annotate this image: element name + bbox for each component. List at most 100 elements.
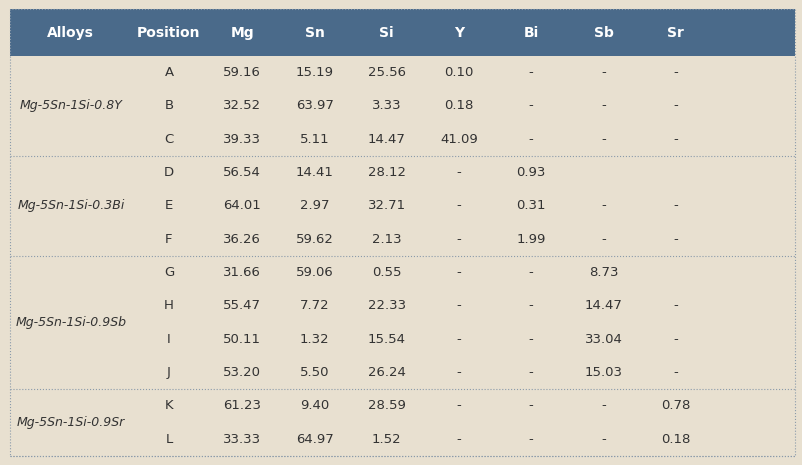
Text: -: - xyxy=(456,332,461,345)
Text: 0.18: 0.18 xyxy=(660,432,690,445)
Text: -: - xyxy=(672,299,677,312)
Text: 5.11: 5.11 xyxy=(299,133,329,146)
Text: 56.54: 56.54 xyxy=(223,166,261,179)
Text: -: - xyxy=(672,66,677,79)
Text: 0.78: 0.78 xyxy=(660,399,690,412)
Text: 31.66: 31.66 xyxy=(223,266,261,279)
Text: 2.97: 2.97 xyxy=(299,199,329,212)
Text: -: - xyxy=(529,366,533,379)
Text: -: - xyxy=(601,133,605,146)
Text: -: - xyxy=(456,399,461,412)
Text: Mg-5Sn-1Si-0.3Bi: Mg-5Sn-1Si-0.3Bi xyxy=(17,199,124,212)
Text: Y: Y xyxy=(453,26,464,40)
Text: 53.20: 53.20 xyxy=(223,366,261,379)
Text: C: C xyxy=(164,133,173,146)
Text: Mg: Mg xyxy=(230,26,254,40)
Text: 3.33: 3.33 xyxy=(371,100,401,112)
Text: -: - xyxy=(672,366,677,379)
Text: K: K xyxy=(164,399,173,412)
Text: Mg-5Sn-1Si-0.9Sb: Mg-5Sn-1Si-0.9Sb xyxy=(15,316,126,329)
Text: A: A xyxy=(164,66,173,79)
Text: -: - xyxy=(601,232,605,246)
Text: -: - xyxy=(529,299,533,312)
Text: -: - xyxy=(456,266,461,279)
Text: -: - xyxy=(456,432,461,445)
Text: -: - xyxy=(456,232,461,246)
Text: 26.24: 26.24 xyxy=(367,366,405,379)
Text: 15.19: 15.19 xyxy=(295,66,333,79)
Text: F: F xyxy=(165,232,172,246)
Text: -: - xyxy=(601,199,605,212)
Text: 61.23: 61.23 xyxy=(223,399,261,412)
Bar xyxy=(10,9,794,56)
Text: 2.13: 2.13 xyxy=(371,232,401,246)
Text: 0.55: 0.55 xyxy=(371,266,401,279)
Text: 14.41: 14.41 xyxy=(295,166,333,179)
Text: 0.10: 0.10 xyxy=(444,66,473,79)
Text: 1.99: 1.99 xyxy=(516,232,545,246)
Text: -: - xyxy=(529,399,533,412)
Text: 33.33: 33.33 xyxy=(223,432,261,445)
Text: 1.52: 1.52 xyxy=(371,432,401,445)
Text: 64.01: 64.01 xyxy=(223,199,261,212)
Text: Mg-5Sn-1Si-0.8Y: Mg-5Sn-1Si-0.8Y xyxy=(19,100,122,112)
Text: 9.40: 9.40 xyxy=(300,399,329,412)
Text: -: - xyxy=(672,199,677,212)
Text: 1.32: 1.32 xyxy=(299,332,329,345)
Text: 39.33: 39.33 xyxy=(223,133,261,146)
Text: 41.09: 41.09 xyxy=(439,133,477,146)
Text: 14.47: 14.47 xyxy=(367,133,405,146)
Text: -: - xyxy=(529,100,533,112)
Text: I: I xyxy=(167,332,171,345)
Text: Sr: Sr xyxy=(666,26,683,40)
Text: 64.97: 64.97 xyxy=(295,432,333,445)
Text: 14.47: 14.47 xyxy=(584,299,622,312)
Text: J: J xyxy=(167,366,171,379)
Text: 28.12: 28.12 xyxy=(367,166,405,179)
Text: L: L xyxy=(165,432,172,445)
Text: 5.50: 5.50 xyxy=(299,366,329,379)
Text: -: - xyxy=(601,100,605,112)
Text: 32.52: 32.52 xyxy=(223,100,261,112)
Text: 15.54: 15.54 xyxy=(367,332,405,345)
Text: 59.06: 59.06 xyxy=(295,266,333,279)
Text: -: - xyxy=(456,199,461,212)
Text: Sn: Sn xyxy=(304,26,324,40)
Text: 50.11: 50.11 xyxy=(223,332,261,345)
Text: 15.03: 15.03 xyxy=(584,366,622,379)
Bar xyxy=(10,56,794,456)
Text: -: - xyxy=(601,432,605,445)
Text: 32.71: 32.71 xyxy=(367,199,405,212)
Text: D: D xyxy=(164,166,174,179)
Text: -: - xyxy=(529,133,533,146)
Text: -: - xyxy=(672,232,677,246)
Text: -: - xyxy=(456,366,461,379)
Text: G: G xyxy=(164,266,174,279)
Text: 33.04: 33.04 xyxy=(584,332,622,345)
Text: Si: Si xyxy=(379,26,394,40)
Text: 0.31: 0.31 xyxy=(516,199,545,212)
Text: -: - xyxy=(456,299,461,312)
Text: 0.93: 0.93 xyxy=(516,166,545,179)
Text: E: E xyxy=(164,199,173,212)
Text: 7.72: 7.72 xyxy=(299,299,329,312)
Text: Sb: Sb xyxy=(593,26,613,40)
Text: -: - xyxy=(529,432,533,445)
Text: -: - xyxy=(529,332,533,345)
Text: Position: Position xyxy=(137,26,200,40)
Text: -: - xyxy=(529,266,533,279)
Text: 0.18: 0.18 xyxy=(444,100,473,112)
Text: 25.56: 25.56 xyxy=(367,66,405,79)
Text: 55.47: 55.47 xyxy=(223,299,261,312)
Text: -: - xyxy=(529,66,533,79)
Text: -: - xyxy=(672,100,677,112)
Text: B: B xyxy=(164,100,173,112)
Text: -: - xyxy=(601,399,605,412)
Text: 28.59: 28.59 xyxy=(367,399,405,412)
Text: Alloys: Alloys xyxy=(47,26,94,40)
Text: 59.62: 59.62 xyxy=(295,232,333,246)
Text: H: H xyxy=(164,299,174,312)
Text: -: - xyxy=(601,66,605,79)
Text: 63.97: 63.97 xyxy=(295,100,333,112)
Text: -: - xyxy=(672,332,677,345)
